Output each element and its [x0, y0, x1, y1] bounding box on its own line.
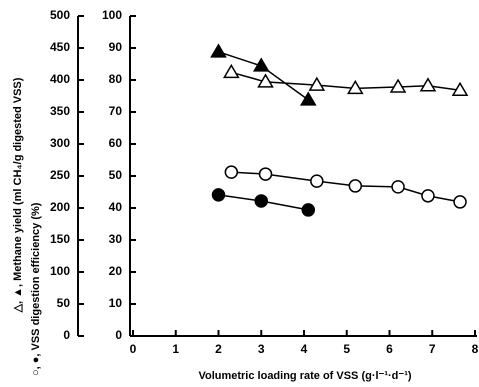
circle-marker — [211, 188, 226, 202]
y-tick-label: 0 — [63, 328, 70, 342]
x-tick-label: 3 — [258, 342, 265, 356]
circle-marker — [254, 194, 268, 208]
y2-tick-label: 70 — [109, 104, 123, 118]
circle-marker — [348, 179, 363, 193]
y-tick-label: 250 — [50, 168, 70, 182]
x-tick-label: 0 — [130, 342, 137, 356]
triangle-marker — [308, 76, 326, 91]
y-tick-label: 400 — [50, 72, 70, 86]
y-tick-label: 300 — [50, 136, 70, 150]
y-tick-label: 150 — [50, 232, 70, 246]
y-tick-label: 500 — [50, 8, 70, 22]
triangle-marker — [210, 43, 227, 58]
y-tick-label: 350 — [50, 104, 70, 118]
y2-tick-label: 100 — [102, 8, 122, 22]
y2-tick-label: 30 — [109, 232, 123, 246]
x-tick-label: 5 — [343, 342, 350, 356]
triangle-marker — [223, 63, 240, 79]
y-tick-label: 100 — [50, 264, 70, 278]
circle-marker — [310, 174, 324, 188]
y-tick-label: 200 — [50, 200, 70, 214]
triangle-marker — [389, 78, 407, 93]
x-tick-label: 4 — [301, 342, 308, 356]
y2-axis-title: ○, ●, VSS digestion efficiency (%) — [30, 202, 42, 376]
triangle-marker — [252, 57, 270, 72]
circle-marker — [421, 189, 435, 203]
x-tick-label: 8 — [472, 342, 479, 356]
triangle-marker — [299, 91, 317, 106]
y2-tick-label: 40 — [109, 200, 123, 214]
y2-tick-label: 10 — [109, 296, 123, 310]
y2-tick-label: 20 — [109, 264, 123, 278]
y2-tick-label: 90 — [109, 40, 123, 54]
x-tick-label: 6 — [386, 342, 393, 356]
x-tick-label: 1 — [172, 342, 179, 356]
y2-tick-label: 0 — [115, 328, 122, 342]
circle-marker — [224, 165, 239, 179]
circle-marker — [301, 203, 316, 217]
y-tick-label: 450 — [50, 40, 70, 54]
y2-tick-label: 80 — [109, 72, 123, 86]
triangle-marker — [257, 73, 274, 88]
y2-tick-label: 60 — [109, 136, 123, 150]
circle-marker — [258, 167, 273, 181]
circle-marker — [453, 195, 467, 209]
triangle-marker — [451, 81, 469, 96]
triangle-marker — [346, 79, 364, 95]
x-tick-label: 2 — [215, 342, 222, 356]
y-tick-label: 50 — [57, 296, 71, 310]
triangle-marker — [419, 77, 437, 92]
x-tick-label: 7 — [429, 342, 436, 356]
y-axis-title: △, ▲, Methane yield (ml CH₄/g digested V… — [12, 77, 24, 313]
y2-tick-label: 50 — [109, 168, 123, 182]
circle-marker — [391, 180, 405, 194]
x-axis-title: Volumetric loading rate of VSS (g·l⁻¹·d⁻… — [198, 370, 411, 382]
